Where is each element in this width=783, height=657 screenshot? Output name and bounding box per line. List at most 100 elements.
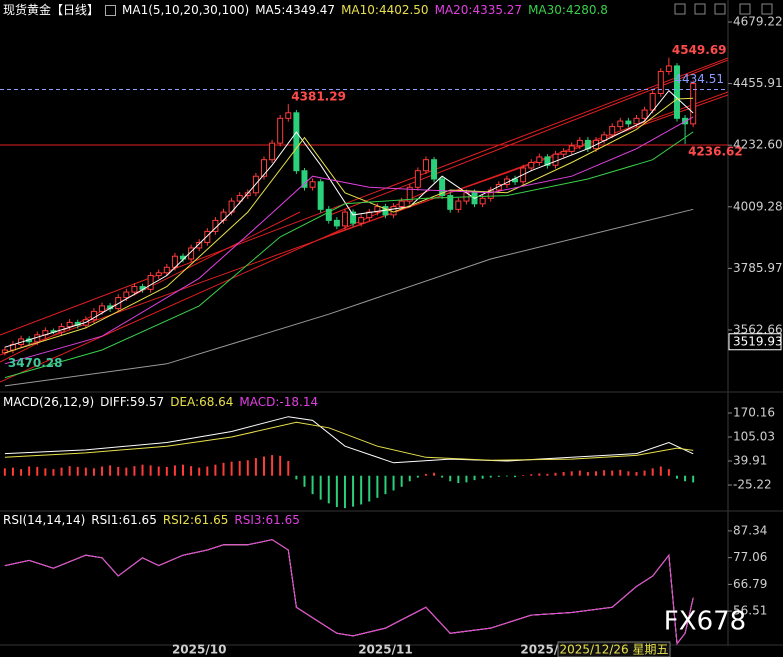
y-tick-label: 4009.28 [733,199,783,213]
candle-body [350,211,357,224]
candle-body [414,170,421,188]
candle-body [341,211,348,227]
x-tick-label: 2025/10 [172,643,226,657]
indicator-line [4,97,694,354]
macd-header: MACD(26,12,9) DIFF:59.57 DEA:68.64 MACD:-18… [3,395,318,409]
indicator-line [4,539,694,645]
indicator-icon[interactable] [105,4,117,16]
candle-body [625,120,632,125]
candle-body [260,159,267,177]
trend-line [0,57,728,336]
candle-body [576,139,583,147]
candle-body [431,159,438,180]
watermark: FX678 [664,607,746,637]
indicator-line [4,116,694,365]
indicator-name: MA1(5,10,20,30,100) [122,3,250,17]
y-tick-label: 170.16 [733,406,775,420]
price-box-label: 3519.93 [733,334,783,348]
candle-body [398,200,405,208]
x-tick-label: 2025/11 [358,643,412,657]
icon[interactable] [739,3,751,15]
legend-entry: RSI3:61.65 [234,513,300,527]
candle-body [220,211,227,221]
candle-body [422,159,429,172]
candle-body [293,112,300,172]
indicator-line [4,421,694,461]
y-tick-label: 56.51 [733,604,767,618]
y-tick-label: 4679.22 [733,15,783,29]
y-tick-label: 39.91 [733,454,767,468]
candle-body [309,181,316,188]
candle-body [90,310,97,321]
toolbar-icons [674,3,773,15]
candle-body [447,195,454,210]
trend-line [329,59,728,216]
candle-body [568,145,575,152]
candle-body [374,206,381,213]
candle-body [657,70,664,95]
icon[interactable] [714,3,726,15]
rsi-plot [4,539,694,645]
price-header: 现货黄金【日线】 MA1(5,10,20,30,100) MA5:4349.47 MA… [3,3,608,17]
indicator-line [4,89,694,348]
legend-entry: MA5:4349.47 [255,3,336,17]
candle-body [325,208,332,221]
candle-body [544,156,551,166]
candle-body [649,93,656,111]
indicator-line [4,208,694,387]
y-tick-label: -25.22 [733,478,772,492]
y-tick-label: 87.34 [733,523,767,537]
y-tick-label: 105.03 [733,430,775,444]
candle-body [455,200,462,210]
candle-body [131,286,138,293]
candle-body [673,65,680,119]
candle-body [536,156,543,163]
candle-body [1,349,8,354]
indicator-line [4,539,694,645]
candle-body [317,181,324,210]
candle-body [333,219,340,227]
y-tick-label: 4455.91 [733,76,783,90]
cursor-label: 2025/12/26 星期五 [560,643,669,657]
legend-entry: MA30:4280.8 [528,3,608,17]
panel-title: 现货黄金【日线】 [3,3,100,17]
indicator-line [4,539,694,645]
icon[interactable] [761,3,773,15]
icon[interactable] [674,3,686,15]
extreme-label: 3470.28 [8,356,63,370]
extreme-label: 4236.62 [688,145,743,159]
candle-body [358,217,365,224]
candle-body [390,206,397,216]
panel-title: MACD(26,12,9) [3,395,95,409]
candle-body [439,178,446,197]
y-tick-label: 3785.97 [733,261,783,275]
candle-body [560,150,567,155]
extreme-label: 4549.69 [672,43,727,57]
candle-body [236,195,243,202]
candle-body [269,142,276,161]
indicator-line [4,131,694,379]
y-tick-label: 66.79 [733,577,767,591]
candle-body [147,275,154,290]
candle-body [552,153,559,166]
y-tick-label: 4232.60 [733,138,783,152]
macd-plot [3,416,695,509]
candle-body [277,117,284,144]
cursor-box [557,641,671,657]
candle-body [285,112,292,119]
indicator-line [4,416,694,464]
x-tick-label: 2025/ [520,643,558,657]
legend-entry: RSI1:61.65 [91,513,157,527]
price-plot [0,57,728,387]
candle-body [690,83,697,125]
candle-body [633,117,640,125]
candle-body [528,161,535,169]
legend-entry: MA20:4335.27 [434,3,523,17]
legend-entry: DEA:68.64 [170,395,234,409]
panel-title: RSI(14,14,14) [3,513,86,527]
legend-entry: RSI2:61.65 [162,513,229,527]
y-tick-label: 3562.66 [733,322,783,336]
icon[interactable] [694,3,706,15]
